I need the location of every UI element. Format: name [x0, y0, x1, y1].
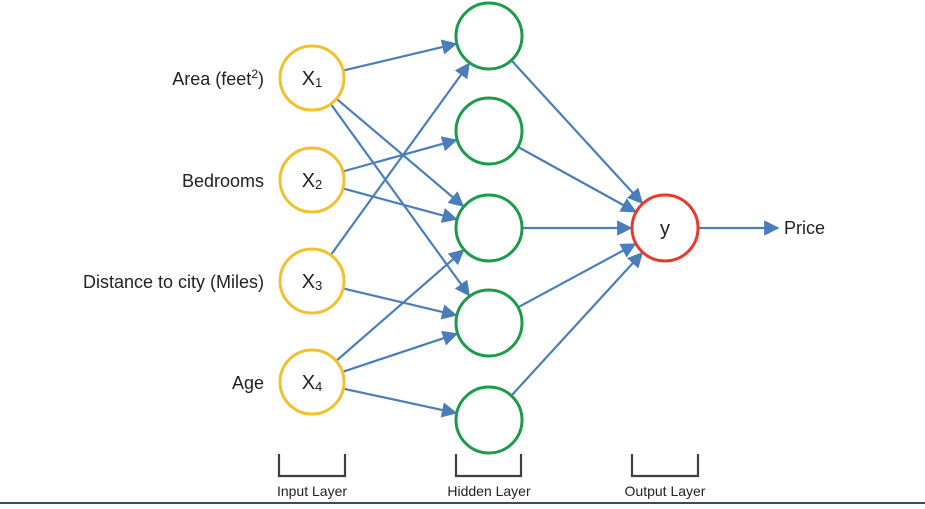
input-layer-label: Input Layer: [277, 483, 347, 499]
output-label-price: Price: [784, 218, 825, 238]
connection-x3-h4: [342, 287, 458, 320]
connections: [329, 39, 644, 418]
feature-label-bedrooms: Bedrooms: [182, 171, 264, 191]
feature-label-distance: Distance to city (Miles): [83, 272, 264, 292]
connection-x1-h3: [335, 97, 465, 207]
hidden-node-3: [454, 193, 524, 263]
input-node-label: X2: [302, 170, 323, 192]
input-node-circle: [278, 348, 346, 416]
layer-labels: Input Layer Hidden Layer Output Layer: [277, 483, 706, 499]
input-node-label: X4: [302, 372, 323, 394]
connection-x1-h1: [342, 39, 458, 72]
output-node: [630, 193, 700, 263]
feature-labels: Area (feet2) Bedrooms Distance to city (…: [83, 67, 264, 393]
input-layer: X1 X2 X3 X4: [278, 44, 346, 416]
feature-label-age: Age: [232, 373, 264, 393]
input-layer-bracket: [277, 454, 347, 478]
input-node-label: X3: [302, 271, 323, 293]
connection-h1-y: [510, 59, 644, 205]
hidden-layer: [454, 1, 524, 455]
connection-x4-h4: [342, 330, 459, 373]
hidden-layer-label: Hidden Layer: [447, 483, 531, 499]
connection-x2-h2: [342, 136, 458, 173]
hidden-node-2: [454, 96, 524, 166]
input-node-circle: [278, 247, 346, 315]
connection-h2-y: [517, 145, 637, 213]
connection-x2-h3: [342, 187, 458, 223]
hidden-node-5: [454, 385, 524, 455]
output-layer: y Price: [630, 193, 825, 263]
output-layer-bracket: [630, 454, 700, 478]
layer-brackets: [277, 454, 700, 478]
hidden-layer-bracket: [454, 454, 523, 478]
output-node-label: y: [660, 218, 670, 240]
connection-h5-y: [510, 251, 644, 397]
input-node-2: X2: [278, 146, 346, 214]
hidden-node-4: [454, 288, 524, 358]
connection-h4-y: [517, 243, 637, 309]
connection-x4-h3: [335, 249, 465, 362]
input-node-1: X1: [278, 44, 346, 112]
connection-x4-h5: [343, 387, 458, 418]
feature-label-area: Area (feet2): [172, 67, 264, 89]
output-layer-label: Output Layer: [625, 483, 706, 499]
input-node-circle: [278, 44, 346, 112]
hidden-node-1: [454, 1, 524, 71]
input-node-circle: [278, 146, 346, 214]
input-node-label: X1: [302, 68, 323, 90]
input-node-4: X4: [278, 348, 346, 416]
connection-x1-h4: [329, 103, 471, 297]
input-node-3: X3: [278, 247, 346, 315]
connection-x3-h1: [329, 62, 471, 256]
